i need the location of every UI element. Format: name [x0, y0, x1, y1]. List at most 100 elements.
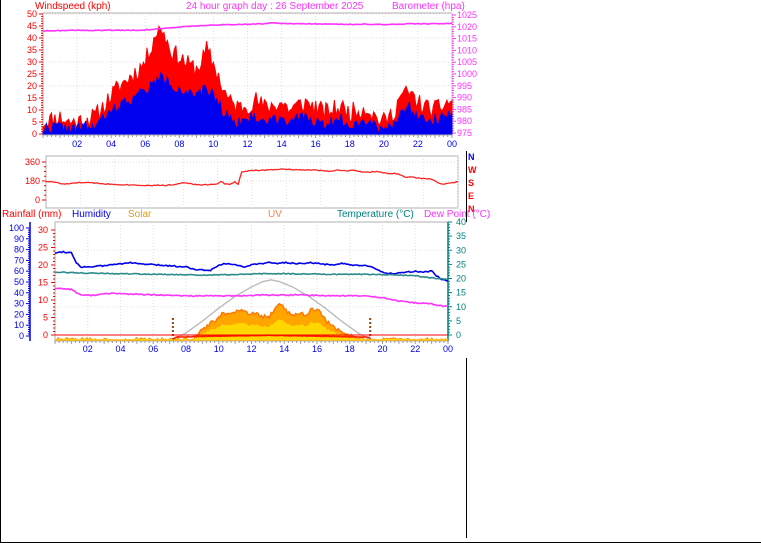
compass-label-w: W: [468, 165, 477, 175]
svg-text:16: 16: [312, 344, 322, 354]
svg-text:20: 20: [379, 139, 389, 149]
svg-text:08: 08: [174, 139, 184, 149]
svg-text:40: 40: [14, 288, 24, 298]
svg-text:70: 70: [14, 255, 24, 265]
svg-text:15: 15: [27, 93, 37, 103]
svg-text:980: 980: [457, 116, 472, 126]
svg-text:25: 25: [38, 243, 48, 253]
svg-text:50: 50: [27, 9, 37, 19]
svg-text:45: 45: [27, 21, 37, 31]
svg-text:30: 30: [27, 57, 37, 67]
temperature: [54, 271, 449, 281]
svg-text:35: 35: [27, 45, 37, 55]
svg-text:08: 08: [181, 344, 191, 354]
svg-text:35: 35: [456, 231, 466, 241]
svg-text:04: 04: [106, 139, 116, 149]
svg-text:20: 20: [14, 309, 24, 319]
svg-text:40: 40: [27, 33, 37, 43]
svg-text:02: 02: [83, 344, 93, 354]
solar-radiation-inner: [55, 319, 449, 341]
legend-solar: Solar: [128, 209, 152, 220]
svg-text:40: 40: [456, 217, 466, 227]
svg-text:1010: 1010: [457, 45, 477, 55]
svg-text:25: 25: [27, 69, 37, 79]
compass-label-s: S: [468, 178, 475, 188]
svg-text:180: 180: [25, 176, 40, 186]
svg-text:20: 20: [456, 274, 466, 284]
svg-text:18: 18: [345, 344, 355, 354]
svg-text:0: 0: [456, 330, 461, 340]
svg-text:360: 360: [25, 157, 40, 167]
svg-text:0: 0: [43, 330, 48, 340]
svg-text:60: 60: [14, 266, 24, 276]
window-right-edge-line-upper: [466, 151, 467, 222]
svg-text:10: 10: [456, 302, 466, 312]
window-right-edge-line-lower: [466, 358, 467, 538]
svg-text:30: 30: [14, 299, 24, 309]
svg-text:12: 12: [242, 139, 252, 149]
wind-direction-chart: 0 180 360: [25, 155, 459, 209]
svg-text:20: 20: [377, 344, 387, 354]
multi-sensor-chart: 0102030405060708090100051015202530051015…: [9, 217, 466, 354]
solar-theoretical-max: [172, 279, 372, 341]
svg-text:975: 975: [457, 128, 472, 138]
svg-text:14: 14: [277, 139, 287, 149]
svg-text:80: 80: [14, 245, 24, 255]
svg-text:06: 06: [140, 139, 150, 149]
svg-text:02: 02: [72, 139, 82, 149]
wind-bearing: [45, 168, 459, 187]
barometer-axis-title: Barometer (hpa): [392, 1, 465, 12]
legend-temperature: Temperature (°C): [337, 209, 414, 220]
graph-title: 24 hour graph day : 26 September 2025: [186, 1, 364, 12]
svg-text:00: 00: [443, 344, 453, 354]
svg-text:04: 04: [115, 344, 125, 354]
svg-text:30: 30: [38, 225, 48, 235]
svg-text:30: 30: [456, 245, 466, 255]
svg-text:5: 5: [456, 316, 461, 326]
svg-text:10: 10: [27, 105, 37, 115]
windspeed-axis-title: Windspeed (kph): [35, 1, 111, 12]
compass-label-n2: N: [468, 204, 475, 214]
svg-text:1005: 1005: [457, 57, 477, 67]
svg-text:00: 00: [447, 139, 457, 149]
top-chart: 0510152025303540455097598098599099510001…: [27, 9, 477, 149]
svg-text:0: 0: [32, 129, 37, 139]
svg-text:14: 14: [279, 344, 289, 354]
svg-text:990: 990: [457, 93, 472, 103]
charts-canvas: 0510152025303540455097598098599099510001…: [9, 9, 477, 354]
svg-text:10: 10: [208, 139, 218, 149]
svg-text:100: 100: [9, 223, 24, 233]
svg-text:5: 5: [32, 117, 37, 127]
svg-text:06: 06: [148, 344, 158, 354]
svg-text:90: 90: [14, 234, 24, 244]
svg-text:50: 50: [14, 277, 24, 287]
barometer: [43, 22, 452, 32]
svg-text:10: 10: [214, 344, 224, 354]
wind-average: [42, 72, 453, 136]
legend-humidity: Humidity: [72, 209, 111, 220]
humidity: [54, 250, 449, 282]
svg-text:1000: 1000: [457, 69, 477, 79]
svg-text:22: 22: [413, 139, 423, 149]
svg-text:20: 20: [38, 260, 48, 270]
legend-dew-point: Dew Point (°C): [424, 209, 491, 220]
compass-label-n1: N: [468, 152, 475, 162]
compass-label-e: E: [468, 191, 475, 201]
svg-text:1025: 1025: [457, 10, 477, 20]
legend-rainfall: Rainfall (mm): [2, 209, 62, 220]
svg-text:0: 0: [35, 195, 40, 205]
svg-text:1020: 1020: [457, 22, 477, 32]
window-left-border: [0, 0, 1, 543]
svg-text:12: 12: [246, 344, 256, 354]
svg-text:10: 10: [38, 295, 48, 305]
svg-text:1015: 1015: [457, 34, 477, 44]
svg-text:20: 20: [27, 81, 37, 91]
svg-text:995: 995: [457, 81, 472, 91]
svg-text:25: 25: [456, 259, 466, 269]
svg-text:22: 22: [410, 344, 420, 354]
svg-text:5: 5: [43, 313, 48, 323]
svg-text:16: 16: [311, 139, 321, 149]
svg-text:0: 0: [19, 331, 24, 341]
svg-text:18: 18: [345, 139, 355, 149]
